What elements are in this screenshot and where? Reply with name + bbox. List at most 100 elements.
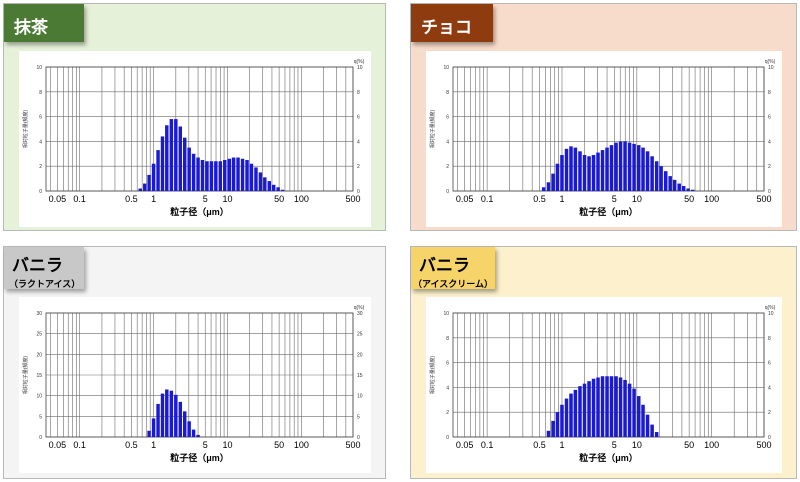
- grid: [46, 312, 354, 438]
- bar: [564, 398, 569, 437]
- y-tick-label-right: 8: [768, 336, 771, 342]
- bar: [600, 150, 605, 191]
- y-tick-label-right: 8: [768, 90, 771, 96]
- y-tick-label: 2: [446, 410, 449, 416]
- bar: [587, 156, 591, 191]
- bar: [600, 376, 605, 437]
- bar: [183, 137, 187, 191]
- x-tick-label: 500: [345, 440, 360, 450]
- bar: [178, 126, 183, 191]
- y-tick-label: 10: [443, 65, 449, 71]
- bar: [205, 161, 209, 191]
- bar: [218, 161, 223, 191]
- bar: [551, 173, 555, 191]
- bar: [258, 172, 263, 191]
- x-tick-label: 100: [294, 440, 309, 450]
- x-tick-label: 10: [632, 440, 642, 450]
- bar: [690, 189, 695, 191]
- x-tick-label: 1: [151, 194, 156, 204]
- bar: [196, 157, 200, 191]
- chart-area: 0 0 2 2 4 4 6 6 8 8 10 10 0.05 0.1 0.5 1 5 10 50 100 500 粒子径（…: [19, 51, 371, 227]
- bar: [160, 393, 165, 437]
- y-tick-label: 15: [36, 373, 42, 379]
- bar: [605, 147, 609, 191]
- y-unit-label: q(%): [765, 305, 776, 311]
- x-axis-label: 粒子径（μm）: [170, 206, 229, 217]
- x-tick-label: 1: [559, 440, 564, 450]
- x-tick-label: 1: [559, 194, 564, 204]
- panel-tab: バニラ （ラクトアイス）: [4, 247, 84, 289]
- chart-area: 0 0 2 2 4 4 6 6 8 8 10 10 0.05 0.1 0.5 1 5 10 50 100 500 粒子径（…: [426, 297, 782, 473]
- y-tick-label: 6: [446, 115, 449, 121]
- bar: [254, 167, 258, 191]
- chart-svg-vanilla-ice: 0 0 2 2 4 4 6 6 8 8 10 10 0.05 0.1 0.5 1 5 10 50 100 500 粒子径（…: [429, 305, 776, 463]
- y-tick-label-right: 15: [357, 373, 363, 379]
- y-tick-label: 25: [36, 332, 42, 338]
- y-tick-label: 10: [36, 65, 42, 71]
- panel-choco: チョコ 0 0 2 2 4 4 6 6 8 8 10 10 0.05 0.1 0.5 1 5 10 50 100 500…: [410, 3, 797, 231]
- y-tick-label-right: 0: [357, 189, 360, 195]
- x-axis-label: 粒子径（μm）: [170, 452, 229, 463]
- x-tick-label: 500: [756, 440, 771, 450]
- x-tick-label: 0.05: [49, 440, 67, 450]
- y-tick-label-right: 0: [357, 435, 360, 441]
- bar: [169, 119, 174, 191]
- x-tick-label: 5: [612, 440, 617, 450]
- y-tick-label-right: 0: [768, 189, 771, 195]
- chart-svg-matcha: 0 0 2 2 4 4 6 6 8 8 10 10 0.05 0.1 0.5 1 5 10 50 100 500 粒子径（…: [22, 59, 365, 217]
- bar: [200, 160, 205, 191]
- x-tick-label: 5: [203, 440, 208, 450]
- y-tick-label: 20: [36, 352, 42, 358]
- x-tick-label: 10: [632, 194, 642, 204]
- bar: [582, 383, 587, 437]
- x-tick-label: 0.05: [456, 194, 474, 204]
- y-tick-label: 2: [446, 164, 449, 170]
- x-tick-label: 0.1: [481, 194, 494, 204]
- bar: [151, 163, 156, 191]
- bar: [605, 376, 609, 437]
- bar: [681, 186, 686, 191]
- y-tick-label-right: 10: [768, 65, 774, 71]
- bar: [677, 183, 681, 191]
- y-tick-label-right: 2: [357, 164, 360, 170]
- bar: [174, 394, 178, 437]
- bar: [187, 147, 191, 191]
- x-tick-label: 50: [274, 440, 284, 450]
- bar: [618, 377, 623, 437]
- x-tick-label: 0.05: [49, 194, 67, 204]
- bar: [143, 183, 147, 191]
- x-tick-label: 5: [612, 194, 617, 204]
- y-unit-label: q(%): [765, 59, 776, 65]
- bar: [645, 151, 650, 191]
- y-tick-label: 10: [443, 311, 449, 317]
- x-tick-label: 0.1: [73, 440, 86, 450]
- bar: [609, 145, 614, 191]
- bar: [151, 418, 156, 437]
- bar: [169, 390, 174, 437]
- bar: [263, 177, 267, 191]
- panel-tab: チョコ: [411, 4, 493, 42]
- panel-subtitle: （アイスクリーム）: [413, 279, 494, 289]
- bar: [178, 401, 183, 437]
- y-tick-label-right: 10: [357, 65, 363, 71]
- bar: [196, 434, 200, 437]
- panel-matcha: 抹茶 0 0 2 2 4 4 6 6 8 8 10 10 0.05 0.1 0.5 1 5 10 50 100 500 粒…: [3, 3, 386, 231]
- bar: [632, 143, 636, 191]
- bar: [546, 182, 551, 191]
- y-unit-label: q(%): [354, 59, 365, 65]
- bar: [223, 160, 227, 191]
- bar: [165, 125, 169, 191]
- bars: [147, 389, 200, 437]
- bars: [541, 141, 695, 191]
- y-tick-label-right: 20: [357, 352, 363, 358]
- y-tick-label: 10: [36, 394, 42, 400]
- bar: [560, 404, 564, 437]
- y-tick-label: 6: [39, 115, 42, 121]
- panel-title: バニラ: [419, 256, 470, 275]
- bar: [686, 188, 690, 191]
- bar: [271, 184, 276, 191]
- y-tick-label-right: 10: [768, 311, 774, 317]
- y-tick-label-right: 6: [357, 115, 360, 121]
- x-tick-label: 50: [684, 194, 694, 204]
